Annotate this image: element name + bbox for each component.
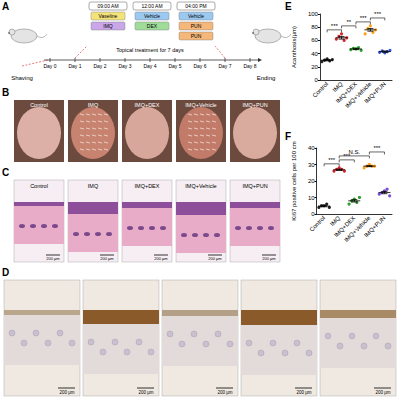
svg-text:200 μm: 200 μm	[208, 256, 222, 261]
svg-text:10: 10	[308, 195, 315, 201]
svg-text:IMQ: IMQ	[103, 23, 113, 29]
svg-text:Day 4: Day 4	[143, 63, 156, 69]
svg-text:200 μm: 200 μm	[59, 390, 74, 395]
svg-text:IMQ+DEX: IMQ+DEX	[333, 214, 357, 239]
svg-text:Day 2: Day 2	[93, 63, 106, 69]
svg-text:200 μm: 200 μm	[262, 256, 276, 261]
svg-text:200 μm: 200 μm	[296, 390, 311, 395]
svg-text:0: 0	[311, 211, 315, 217]
svg-text:Control: Control	[30, 102, 48, 108]
svg-text:IMQ+Vehicle: IMQ+Vehicle	[185, 183, 216, 189]
svg-text:200 μm: 200 μm	[217, 390, 232, 395]
svg-text:F: F	[285, 131, 291, 142]
svg-text:IMQ: IMQ	[329, 215, 341, 227]
svg-text:Control: Control	[308, 215, 326, 233]
svg-text:C: C	[2, 167, 9, 178]
svg-text:Day 8: Day 8	[243, 63, 256, 69]
svg-text:IMQ+PUN: IMQ+PUN	[363, 215, 387, 239]
svg-text:30: 30	[308, 162, 315, 168]
svg-text:***: ***	[360, 15, 368, 21]
svg-text:200 μm: 200 μm	[154, 256, 168, 261]
svg-text:Day 7: Day 7	[218, 63, 231, 69]
svg-text:200 μm: 200 μm	[375, 390, 390, 395]
svg-text:IMQ: IMQ	[88, 102, 99, 108]
svg-text:Control: Control	[30, 183, 48, 189]
svg-text:IMQ+PUN: IMQ+PUN	[242, 183, 267, 189]
svg-text:B: B	[2, 87, 9, 98]
svg-text:Day 0: Day 0	[43, 63, 56, 69]
svg-text:Day 1: Day 1	[68, 63, 81, 69]
svg-text:40: 40	[308, 145, 315, 151]
svg-text:PUN: PUN	[191, 33, 202, 39]
svg-text:Shaving: Shaving	[11, 75, 33, 81]
svg-text:12:00 AM: 12:00 AM	[141, 3, 162, 9]
svg-text:60: 60	[311, 37, 318, 43]
svg-text:***: ***	[328, 157, 336, 163]
svg-text:Ending: Ending	[257, 75, 276, 81]
svg-text:DEX: DEX	[147, 23, 158, 29]
svg-text:IMQ: IMQ	[331, 81, 343, 93]
svg-text:PUN: PUN	[191, 23, 202, 29]
svg-text:D: D	[2, 267, 9, 278]
svg-text:IMQ+PUN: IMQ+PUN	[363, 81, 387, 105]
svg-text:200 μm: 200 μm	[100, 256, 114, 261]
svg-text:***: ***	[373, 145, 381, 151]
svg-text:**: **	[346, 19, 351, 25]
svg-text:Acanthosis(μm): Acanthosis(μm)	[291, 26, 297, 68]
svg-text:IMQ+DEX: IMQ+DEX	[135, 183, 160, 189]
svg-text:E: E	[285, 1, 292, 12]
svg-text:04:00 PM: 04:00 PM	[185, 3, 206, 9]
svg-text:Vehicle: Vehicle	[188, 13, 204, 19]
svg-text:***: ***	[331, 23, 339, 29]
svg-text:09:00 AM: 09:00 AM	[97, 3, 118, 9]
svg-text:200 μm: 200 μm	[138, 390, 153, 395]
svg-text:Topical treatment for 7 days: Topical treatment for 7 days	[116, 47, 184, 53]
svg-text:40: 40	[311, 51, 318, 57]
svg-text:Vehicle: Vehicle	[144, 13, 160, 19]
svg-text:20: 20	[308, 178, 315, 184]
svg-text:A: A	[2, 1, 9, 12]
svg-text:IMQ+Vehicle: IMQ+Vehicle	[185, 102, 216, 108]
svg-text:Vaseline: Vaseline	[99, 13, 118, 19]
svg-text:100: 100	[308, 11, 319, 17]
svg-text:Day 6: Day 6	[193, 63, 206, 69]
svg-text:Day 3: Day 3	[118, 63, 131, 69]
svg-text:IMQ+PUN: IMQ+PUN	[242, 102, 267, 108]
svg-text:80: 80	[311, 24, 318, 30]
svg-text:Control: Control	[311, 81, 329, 99]
svg-text:IMQ+Vehicle: IMQ+Vehicle	[344, 80, 373, 110]
svg-text:IMQ: IMQ	[88, 183, 99, 189]
svg-text:0: 0	[315, 77, 319, 83]
svg-text:***: ***	[374, 11, 382, 17]
svg-text:IMQ+DEX: IMQ+DEX	[135, 102, 160, 108]
svg-text:N.S.: N.S.	[348, 149, 360, 155]
svg-text:Day 5: Day 5	[168, 63, 181, 69]
svg-text:Ki67 positive cells per 100 cm: Ki67 positive cells per 100 cm	[291, 141, 297, 220]
svg-text:20: 20	[311, 64, 318, 70]
svg-text:IMQ+DEX: IMQ+DEX	[334, 80, 359, 105]
svg-text:200 μm: 200 μm	[46, 256, 60, 261]
svg-text:IMQ+Vehicle: IMQ+Vehicle	[343, 214, 372, 244]
